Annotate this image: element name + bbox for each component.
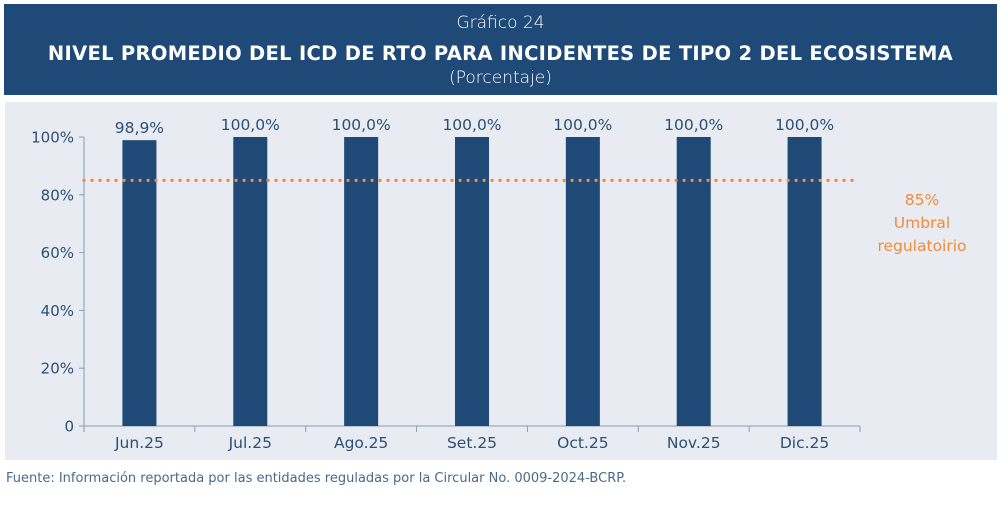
y-tick-label: 40% — [41, 302, 74, 320]
threshold-label: 85% — [905, 191, 939, 209]
chart-unit: (Porcentaje) — [449, 68, 552, 88]
x-tick-label: Oct.25 — [557, 434, 608, 452]
bar — [565, 137, 600, 426]
y-tick-label: 100% — [31, 129, 74, 147]
x-tick-label: Jun.25 — [114, 434, 164, 452]
bar — [122, 140, 157, 426]
bar — [455, 137, 489, 426]
bar — [676, 137, 711, 426]
x-tick-label: Jul.25 — [228, 434, 272, 452]
bar-value-label: 100,0% — [332, 116, 391, 134]
y-tick-label: 60% — [41, 244, 74, 262]
y-tick-label: 20% — [41, 360, 74, 378]
chart-header: Gráfico 24 NIVEL PROMEDIO DEL ICD DE RTO… — [4, 4, 997, 95]
bar — [233, 137, 268, 426]
x-tick-label: Ago.25 — [334, 434, 388, 452]
threshold-label: Umbral — [894, 214, 950, 232]
bar-value-label: 100,0% — [553, 116, 612, 134]
bar-value-label: 100,0% — [664, 116, 723, 134]
x-tick-label: Nov.25 — [667, 434, 721, 452]
chart-number: Gráfico 24 — [456, 13, 545, 33]
chart-panel — [5, 102, 997, 460]
bar-value-label: 100,0% — [442, 116, 501, 134]
x-tick-label: Set.25 — [447, 434, 497, 452]
bar-value-label: 100,0% — [221, 116, 280, 134]
bar — [787, 137, 822, 426]
y-tick-label: 0 — [64, 418, 74, 436]
bar-value-label: 100,0% — [775, 116, 834, 134]
chart-title: NIVEL PROMEDIO DEL ICD DE RTO PARA INCID… — [47, 42, 954, 65]
bar — [344, 137, 379, 426]
source-note: Fuente: Información reportada por las en… — [6, 471, 627, 486]
bar-value-label: 98,9% — [115, 119, 164, 137]
x-tick-label: Dic.25 — [780, 434, 829, 452]
y-tick-label: 80% — [41, 186, 74, 204]
threshold-label: regulatoirio — [877, 237, 966, 255]
